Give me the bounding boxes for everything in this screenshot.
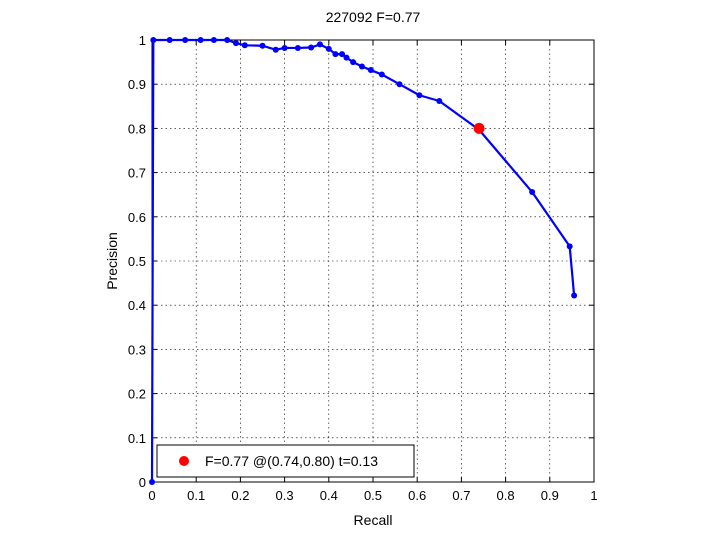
y-tick-label: 0.7 (128, 166, 146, 181)
pr-curve-point (416, 92, 423, 99)
y-tick-label: 0.6 (128, 210, 146, 225)
pr-curve-point (566, 243, 573, 250)
y-axis-label: Precision (104, 232, 120, 290)
pr-curve-point (197, 37, 204, 43)
pr-curve-point (182, 37, 189, 43)
y-tick-label: 1 (139, 33, 146, 48)
pr-curve-point (350, 59, 357, 66)
x-tick-labels: 0 0.1 0.2 0.3 0.4 0.5 0.6 0.7 0.8 0.9 1 (148, 488, 597, 503)
y-tick-label: 0.9 (128, 77, 146, 92)
y-tick-label: 0.3 (128, 342, 146, 357)
x-tick-label: 1 (590, 488, 597, 503)
x-tick-label: 0 (148, 488, 155, 503)
pr-curve-point (325, 45, 332, 52)
x-axis-label: Recall (354, 512, 393, 528)
pr-curve-point (232, 40, 239, 47)
pr-curve-point (281, 44, 288, 51)
pr-curve-point (272, 46, 279, 53)
pr-curve-point (308, 44, 315, 51)
pr-curve-point (571, 292, 578, 299)
x-tick-label: 0.9 (541, 488, 559, 503)
pr-curve-point (224, 37, 231, 43)
grid-lines (152, 40, 594, 482)
chart-title: 227092 F=0.77 (326, 9, 421, 25)
legend: F=0.77 @(0.74,0.80) t=0.13 (156, 444, 415, 478)
x-tick-label: 0.5 (364, 488, 382, 503)
y-tick-label: 0.2 (128, 387, 146, 402)
pr-curve-point (396, 81, 403, 88)
legend-box (156, 444, 415, 478)
pr-curve-point (316, 41, 323, 48)
pr-curve-point (436, 97, 443, 104)
pr-curve-point (166, 37, 173, 43)
pr-curve-point (294, 44, 301, 51)
x-tick-label: 0.8 (497, 488, 515, 503)
pr-curve-point (358, 63, 365, 70)
x-tick-label: 0.4 (320, 488, 338, 503)
best-f-point (473, 122, 485, 134)
y-tick-label: 0 (139, 475, 146, 490)
x-tick-label: 0.6 (408, 488, 426, 503)
pr-curve-point (241, 42, 248, 49)
y-tick-label: 0.1 (128, 431, 146, 446)
y-tick-label: 0.8 (128, 121, 146, 136)
x-tick-label: 0.3 (276, 488, 294, 503)
x-tick-label: 0.1 (187, 488, 205, 503)
y-tick-label: 0.4 (128, 298, 146, 313)
pr-curve-point (529, 189, 536, 196)
pr-curve-point (339, 51, 346, 58)
pr-curve-point (150, 37, 157, 43)
axis-ticks (151, 39, 595, 483)
pr-curve-point (343, 54, 350, 61)
legend-label: F=0.77 @(0.74,0.80) t=0.13 (205, 453, 378, 469)
legend-marker (179, 456, 189, 466)
highlight-layer (473, 122, 485, 134)
x-tick-label: 0.2 (231, 488, 249, 503)
pr-curve-point (149, 479, 155, 485)
pr-curve-point (332, 51, 339, 58)
y-tick-labels: 0 0.1 0.2 0.3 0.4 0.5 0.6 0.7 0.8 0.9 1 (128, 33, 146, 490)
y-tick-label: 0.5 (128, 254, 146, 269)
series-layer (149, 37, 578, 485)
pr-curve-point (259, 42, 266, 49)
x-tick-label: 0.7 (452, 488, 470, 503)
pr-curve-point (378, 71, 385, 78)
pr-curve-point (210, 37, 217, 43)
pr-curve-point (367, 67, 374, 74)
